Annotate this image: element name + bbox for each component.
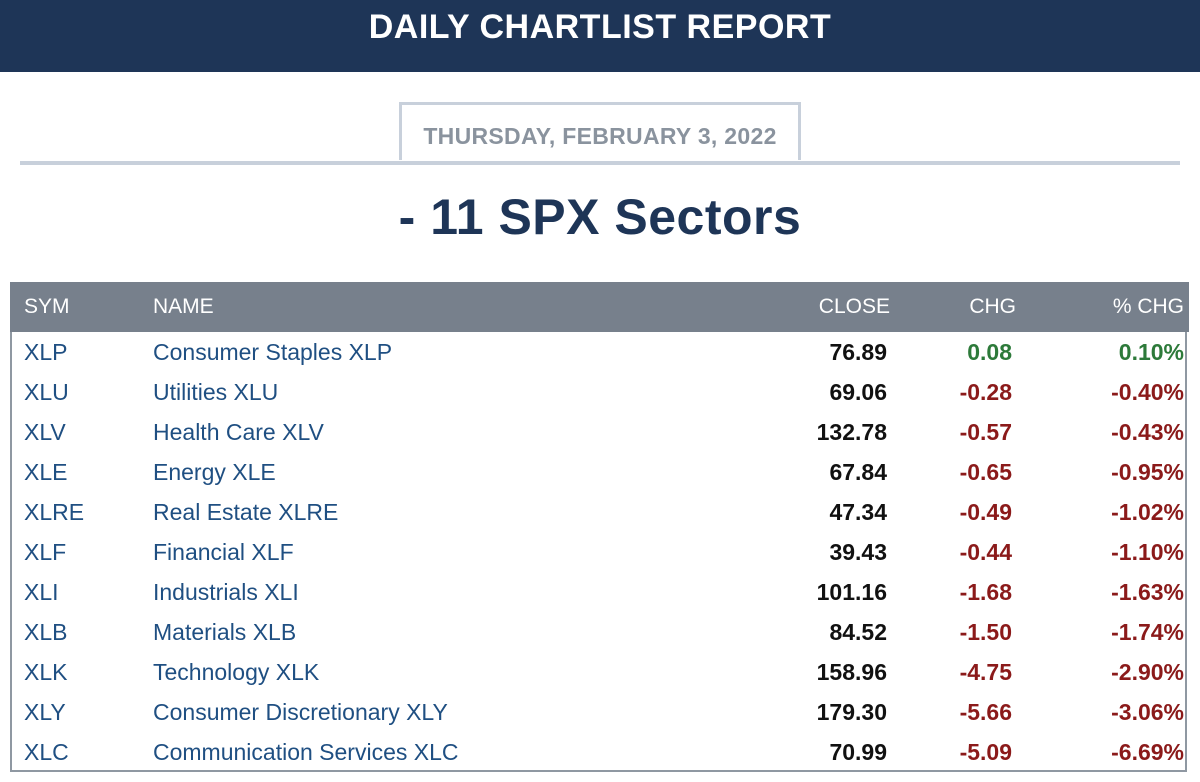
change-value: -5.66 xyxy=(959,699,1012,725)
close-value: 69.06 xyxy=(829,379,887,405)
percent-change-value: -1.74% xyxy=(1111,619,1184,645)
change-value: -0.44 xyxy=(959,539,1012,565)
sector-name-link[interactable]: Real Estate XLRE xyxy=(153,499,339,525)
change-value: -0.49 xyxy=(959,499,1012,525)
table-row: XLB Materials XLB 84.52 -1.50 -1.74% xyxy=(12,612,1187,652)
percent-change-value: 0.10% xyxy=(1118,339,1184,365)
close-value: 39.43 xyxy=(829,539,887,565)
table-row: XLV Health Care XLV 132.78 -0.57 -0.43% xyxy=(12,412,1187,452)
close-value: 84.52 xyxy=(829,619,887,645)
sector-name-link[interactable]: Health Care XLV xyxy=(153,419,324,445)
percent-change-value: -6.69% xyxy=(1111,739,1184,765)
section-title: - 11 SPX Sectors xyxy=(398,189,802,245)
change-value: -0.65 xyxy=(959,459,1012,485)
sector-name-link[interactable]: Consumer Discretionary XLY xyxy=(153,699,448,725)
symbol-link[interactable]: XLRE xyxy=(24,499,85,525)
table-row: XLI Industrials XLI 101.16 -1.68 -1.63% xyxy=(12,572,1187,612)
sector-name-link[interactable]: Communication Services XLC xyxy=(153,739,459,765)
table-row: XLU Utilities XLU 69.06 -0.28 -0.40% xyxy=(12,372,1187,412)
percent-change-value: -2.90% xyxy=(1111,659,1184,685)
sector-name-link[interactable]: Consumer Staples XLP xyxy=(153,339,393,365)
percent-change-value: -3.06% xyxy=(1111,699,1184,725)
change-value: -0.57 xyxy=(959,419,1012,445)
change-value: 0.08 xyxy=(967,339,1012,365)
change-value: -0.28 xyxy=(959,379,1012,405)
symbol-link[interactable]: XLP xyxy=(24,339,68,365)
column-header-close: CLOSE xyxy=(818,295,890,318)
change-value: -4.75 xyxy=(959,659,1012,685)
close-value: 47.34 xyxy=(829,499,887,525)
symbol-link[interactable]: XLI xyxy=(24,579,59,605)
table-row: XLRE Real Estate XLRE 47.34 -0.49 -1.02% xyxy=(12,492,1187,532)
symbol-link[interactable]: XLU xyxy=(24,379,69,405)
percent-change-value: -0.40% xyxy=(1111,379,1184,405)
change-value: -5.09 xyxy=(959,739,1012,765)
percent-change-value: -1.02% xyxy=(1111,499,1184,525)
column-header-name: NAME xyxy=(153,295,214,318)
symbol-link[interactable]: XLE xyxy=(24,459,68,485)
sector-name-link[interactable]: Financial XLF xyxy=(153,539,294,565)
percent-change-value: -1.63% xyxy=(1111,579,1184,605)
report-header-bar: DAILY CHARTLIST REPORT xyxy=(0,0,1200,72)
symbol-link[interactable]: XLB xyxy=(24,619,68,645)
column-header-chg: CHG xyxy=(969,295,1016,318)
percent-change-value: -0.43% xyxy=(1111,419,1184,445)
symbol-link[interactable]: XLK xyxy=(24,659,68,685)
table-row: XLE Energy XLE 67.84 -0.65 -0.95% xyxy=(12,452,1187,492)
date-badge: THURSDAY, FEBRUARY 3, 2022 xyxy=(399,102,801,160)
column-header-sym: SYM xyxy=(24,295,70,318)
sector-name-link[interactable]: Utilities XLU xyxy=(153,379,279,405)
symbol-link[interactable]: XLF xyxy=(24,539,67,565)
symbol-link[interactable]: XLY xyxy=(24,699,66,725)
report-date: THURSDAY, FEBRUARY 3, 2022 xyxy=(423,123,777,149)
sector-name-link[interactable]: Industrials XLI xyxy=(153,579,299,605)
table-row: XLY Consumer Discretionary XLY 179.30 -5.66… xyxy=(12,692,1187,732)
table-row: XLK Technology XLK 158.96 -4.75 -2.90% xyxy=(12,652,1187,692)
close-value: 158.96 xyxy=(816,659,887,685)
table-header: SYM NAME CLOSE CHG % CHG xyxy=(10,282,1189,332)
sector-name-link[interactable]: Energy XLE xyxy=(153,459,276,485)
sector-name-link[interactable]: Technology XLK xyxy=(153,659,320,685)
close-value: 70.99 xyxy=(829,739,887,765)
sector-name-link[interactable]: Materials XLB xyxy=(153,619,297,645)
column-header-pct-chg: % CHG xyxy=(1112,295,1184,318)
change-value: -1.68 xyxy=(959,579,1012,605)
close-value: 179.30 xyxy=(816,699,887,725)
report-title: DAILY CHARTLIST REPORT xyxy=(368,7,832,46)
close-value: 67.84 xyxy=(829,459,887,485)
table-row: XLP Consumer Staples XLP 76.89 0.08 0.10% xyxy=(12,332,1187,372)
percent-change-value: -1.10% xyxy=(1111,539,1184,565)
table-row: XLC Communication Services XLC 70.99 -5.09 -… xyxy=(12,732,1187,772)
date-divider xyxy=(20,161,1180,165)
close-value: 76.89 xyxy=(829,339,887,365)
percent-change-value: -0.95% xyxy=(1111,459,1184,485)
close-value: 132.78 xyxy=(816,419,887,445)
symbol-link[interactable]: XLC xyxy=(24,739,69,765)
close-value: 101.16 xyxy=(816,579,887,605)
symbol-link[interactable]: XLV xyxy=(24,419,66,445)
table-row: XLF Financial XLF 39.43 -0.44 -1.10% xyxy=(12,532,1187,572)
change-value: -1.50 xyxy=(959,619,1012,645)
sector-table xyxy=(10,282,1187,772)
